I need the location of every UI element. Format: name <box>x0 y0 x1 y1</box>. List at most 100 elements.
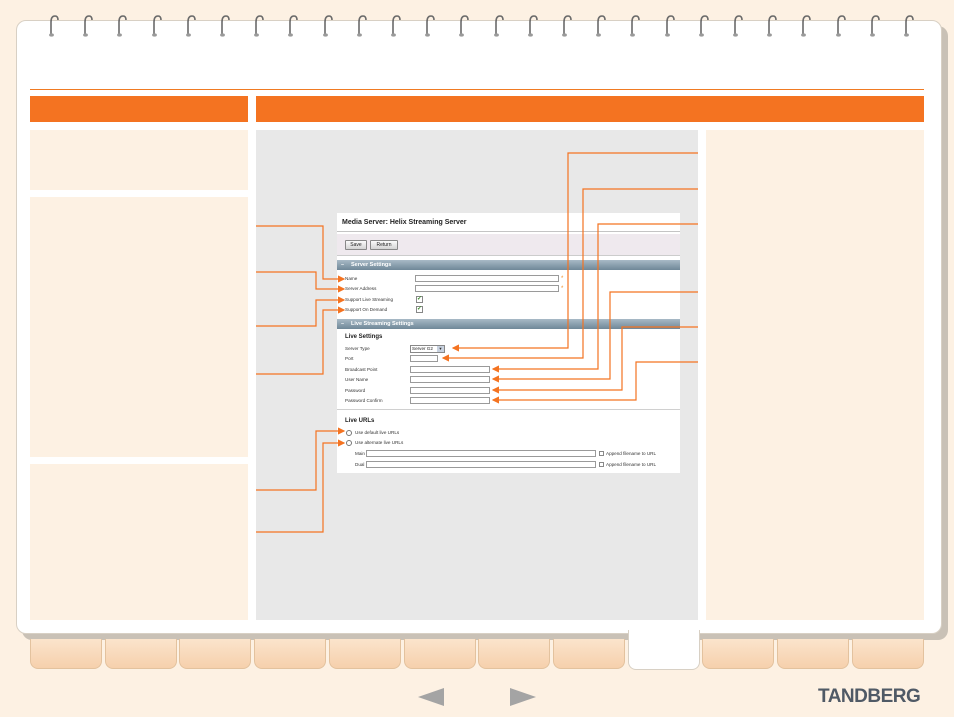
arrow-left-icon[interactable] <box>418 688 444 706</box>
support-live-streaming-checkbox[interactable]: ✓ <box>416 296 423 303</box>
checkmark-icon: ✓ <box>417 306 423 312</box>
binder-ring-icon <box>664 15 675 37</box>
section-minus-icon: – <box>341 321 345 327</box>
chevron-down-icon[interactable]: ▼ <box>437 346 444 352</box>
binder-ring-icon <box>185 15 196 37</box>
live-settings-divider <box>337 409 680 410</box>
alternate-live-urls-label: Use alternate live URLs <box>355 440 404 445</box>
main-url-input[interactable] <box>366 450 596 457</box>
binder-ring-icon <box>869 15 880 37</box>
binder-ring-icon <box>596 15 606 37</box>
server-type-select[interactable]: Server G2 ▼ <box>410 345 445 353</box>
left-column-header <box>30 96 248 122</box>
arrow-right-icon[interactable] <box>510 688 536 706</box>
main-append-checkbox[interactable] <box>599 451 604 456</box>
dual-append-checkbox[interactable] <box>599 462 604 467</box>
live-streaming-settings-header[interactable]: – Live Streaming Settings <box>337 319 680 329</box>
broadcast-point-input[interactable] <box>410 366 490 373</box>
server-address-required-mark: * <box>561 286 564 292</box>
dual-url-input[interactable] <box>366 461 596 468</box>
footer-tab[interactable] <box>104 639 177 669</box>
main-column-header <box>256 96 924 122</box>
binder-ring-icon <box>425 15 435 37</box>
server-type-value: Server G2 <box>412 346 433 351</box>
server-settings-header[interactable]: – Server Settings <box>337 260 680 270</box>
footer-tab[interactable] <box>328 639 401 669</box>
live-streaming-settings-title: Live Streaming Settings <box>351 321 414 327</box>
binder-ring-icon <box>220 15 230 37</box>
return-button[interactable]: Return <box>370 240 398 250</box>
header-rule <box>30 89 924 90</box>
password-confirm-input[interactable] <box>410 397 490 404</box>
port-label: Port <box>345 356 354 361</box>
footer-tab[interactable] <box>403 639 476 669</box>
name-input[interactable] <box>415 275 559 282</box>
default-live-urls-label: Use default live URLs <box>355 430 400 435</box>
default-live-urls-radio[interactable] <box>346 430 352 436</box>
live-urls-subheader: Live URLs <box>345 418 375 424</box>
password-label: Password <box>345 388 366 393</box>
binder-ring-icon <box>733 15 743 37</box>
support-on-demand-checkbox[interactable]: ✓ <box>416 306 423 313</box>
info-panel-3 <box>30 464 248 620</box>
binder-ring-icon <box>322 15 333 37</box>
footer-tab[interactable] <box>777 639 849 669</box>
binder-ring-icon <box>288 15 299 37</box>
footer-tab-active[interactable] <box>627 630 700 670</box>
binder-ring-icon <box>904 15 914 37</box>
binder-ring-icon <box>698 15 709 37</box>
broadcast-point-label: Broadcast Point <box>345 367 378 372</box>
binder-ring-icon <box>459 15 470 37</box>
support-live-streaming-label: Support Live Streaming <box>345 297 394 302</box>
user-name-input[interactable] <box>410 376 490 383</box>
server-address-input[interactable] <box>415 285 559 292</box>
alternate-live-urls-radio[interactable] <box>346 440 352 446</box>
port-input[interactable] <box>410 355 438 362</box>
binder-ring-icon <box>493 15 504 37</box>
binder-ring-icon <box>49 15 59 37</box>
user-name-label: User Name <box>345 377 369 382</box>
footer-tab[interactable] <box>702 639 775 669</box>
footer-tab[interactable] <box>478 639 551 669</box>
binder-ring-icon <box>391 15 401 37</box>
screenshot-title: Media Server: Helix Streaming Server <box>342 219 467 226</box>
server-address-label: Server Address <box>345 286 377 291</box>
footer-tab[interactable] <box>30 639 102 669</box>
password-confirm-label: Password Confirm <box>345 398 383 403</box>
binder-ring-icon <box>254 15 264 37</box>
brand-logo: TANDBERG <box>818 686 921 707</box>
live-settings-subheader: Live Settings <box>345 334 383 340</box>
info-panel-2 <box>30 197 248 457</box>
footer-tab[interactable] <box>179 639 252 669</box>
binder-ring-icon <box>527 15 538 37</box>
right-notes-panel <box>706 130 924 620</box>
binder-ring-icon <box>117 15 128 37</box>
main-url-label: Main <box>355 451 365 456</box>
title-divider <box>337 231 680 232</box>
server-type-label: Server Type <box>345 346 370 351</box>
server-settings-title: Server Settings <box>351 262 392 268</box>
support-on-demand-label: Support On Demand <box>345 307 388 312</box>
dual-append-label: Append filename to URL <box>606 462 657 467</box>
binder-ring-icon <box>630 15 641 37</box>
binder-ring-icon <box>356 15 367 37</box>
section-minus-icon: – <box>341 262 345 268</box>
footer-tab[interactable] <box>851 639 924 669</box>
binder-ring-icon <box>151 15 162 37</box>
name-label: Name <box>345 276 358 281</box>
binder-ring-icon <box>83 15 93 37</box>
checkmark-icon: ✓ <box>417 296 423 302</box>
binder-ring-icon <box>835 15 846 37</box>
save-button[interactable]: Save <box>345 240 367 250</box>
main-append-label: Append filename to URL <box>606 451 657 456</box>
password-input[interactable] <box>410 387 490 394</box>
footer-tab[interactable] <box>552 639 625 669</box>
name-required-mark: * <box>561 276 564 282</box>
footer-tab[interactable] <box>254 639 327 669</box>
media-server-screenshot: Media Server: Helix Streaming Server Sav… <box>337 213 680 473</box>
binder-ring-icon <box>562 15 572 37</box>
info-panel-1 <box>30 130 248 190</box>
binder-ring-icon <box>801 15 812 37</box>
binder-ring-icon <box>767 15 777 37</box>
dual-url-label: Dual <box>355 462 365 467</box>
